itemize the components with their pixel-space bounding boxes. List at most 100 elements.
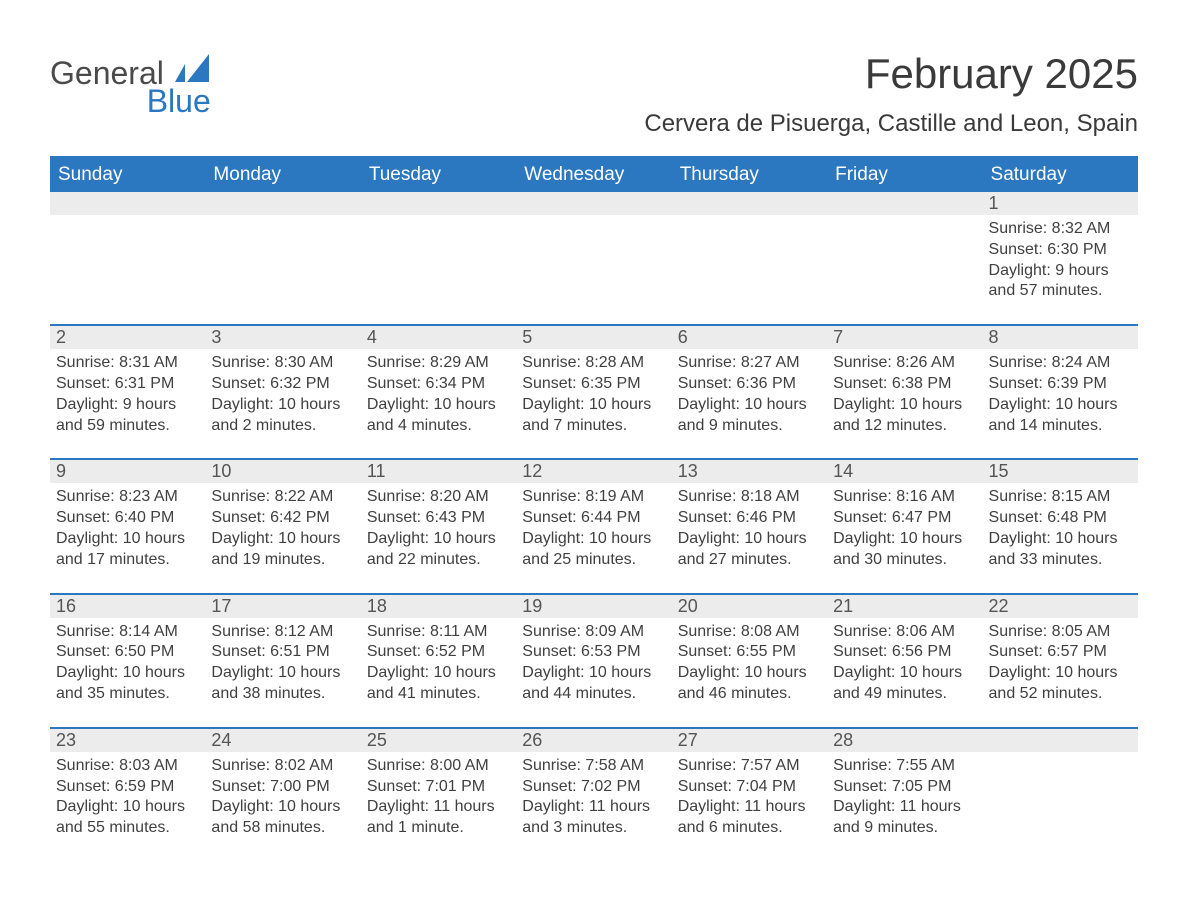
day-line: and 12 minutes.	[833, 416, 976, 437]
day-number	[205, 192, 360, 215]
day-line: Sunrise: 8:30 AM	[211, 353, 354, 374]
day-line: and 52 minutes.	[989, 684, 1132, 705]
day-line: Sunset: 7:00 PM	[211, 777, 354, 798]
day-line: and 19 minutes.	[211, 550, 354, 571]
week-body-row: Sunrise: 8:23 AMSunset: 6:40 PMDaylight:…	[50, 483, 1138, 570]
day-line: and 46 minutes.	[678, 684, 821, 705]
location: Cervera de Pisuerga, Castille and Leon, …	[644, 110, 1138, 138]
day-number: 26	[516, 729, 671, 752]
day-line: and 57 minutes.	[989, 281, 1132, 302]
day-number: 16	[50, 595, 205, 618]
day-line: and 27 minutes.	[678, 550, 821, 571]
day-line: and 55 minutes.	[56, 818, 199, 839]
day-number: 1	[983, 192, 1138, 215]
day-number	[827, 192, 982, 215]
day-cell	[672, 215, 827, 302]
daynum-row: 1	[50, 192, 1138, 215]
day-number: 9	[50, 460, 205, 483]
daynum-row: 16171819202122	[50, 593, 1138, 618]
day-cell: Sunrise: 8:30 AMSunset: 6:32 PMDaylight:…	[205, 349, 360, 436]
day-cell: Sunrise: 8:22 AMSunset: 6:42 PMDaylight:…	[205, 483, 360, 570]
day-line: and 9 minutes.	[833, 818, 976, 839]
day-header: Monday	[205, 158, 360, 192]
page-header: General Blue February 2025 Cervera de Pi…	[50, 50, 1138, 138]
day-line: and 6 minutes.	[678, 818, 821, 839]
day-line: Sunset: 6:30 PM	[989, 240, 1132, 261]
day-line: Sunrise: 8:09 AM	[522, 622, 665, 643]
day-line: Sunset: 6:38 PM	[833, 374, 976, 395]
day-cell: Sunrise: 8:02 AMSunset: 7:00 PMDaylight:…	[205, 752, 360, 839]
day-line: Sunset: 6:35 PM	[522, 374, 665, 395]
day-line: Daylight: 9 hours	[989, 261, 1132, 282]
day-line: Daylight: 10 hours	[367, 663, 510, 684]
day-line: Daylight: 10 hours	[522, 663, 665, 684]
day-line: Sunrise: 8:02 AM	[211, 756, 354, 777]
day-number: 7	[827, 326, 982, 349]
day-line: Sunset: 6:43 PM	[367, 508, 510, 529]
day-line: Sunrise: 8:31 AM	[56, 353, 199, 374]
day-cell: Sunrise: 8:18 AMSunset: 6:46 PMDaylight:…	[672, 483, 827, 570]
day-cell: Sunrise: 8:12 AMSunset: 6:51 PMDaylight:…	[205, 618, 360, 705]
day-cell: Sunrise: 8:03 AMSunset: 6:59 PMDaylight:…	[50, 752, 205, 839]
day-line: and 7 minutes.	[522, 416, 665, 437]
day-cell: Sunrise: 7:57 AMSunset: 7:04 PMDaylight:…	[672, 752, 827, 839]
day-cell: Sunrise: 7:55 AMSunset: 7:05 PMDaylight:…	[827, 752, 982, 839]
day-number: 2	[50, 326, 205, 349]
day-line: and 41 minutes.	[367, 684, 510, 705]
day-cell: Sunrise: 8:32 AMSunset: 6:30 PMDaylight:…	[983, 215, 1138, 302]
day-line: and 4 minutes.	[367, 416, 510, 437]
day-line: Daylight: 10 hours	[833, 395, 976, 416]
day-cell: Sunrise: 8:26 AMSunset: 6:38 PMDaylight:…	[827, 349, 982, 436]
day-line: and 35 minutes.	[56, 684, 199, 705]
day-line: Sunrise: 8:19 AM	[522, 487, 665, 508]
day-number: 5	[516, 326, 671, 349]
day-cell	[516, 215, 671, 302]
day-line: Daylight: 10 hours	[522, 529, 665, 550]
day-line: Sunset: 6:36 PM	[678, 374, 821, 395]
day-line: Sunset: 6:59 PM	[56, 777, 199, 798]
day-number: 4	[361, 326, 516, 349]
title-block: February 2025 Cervera de Pisuerga, Casti…	[644, 50, 1138, 138]
day-line: Sunrise: 8:20 AM	[367, 487, 510, 508]
day-line: Daylight: 9 hours	[56, 395, 199, 416]
day-line: and 58 minutes.	[211, 818, 354, 839]
day-line: Sunrise: 7:55 AM	[833, 756, 976, 777]
logo-text: General Blue	[50, 50, 211, 117]
day-cell: Sunrise: 8:16 AMSunset: 6:47 PMDaylight:…	[827, 483, 982, 570]
daynum-row: 9101112131415	[50, 458, 1138, 483]
day-line: Sunset: 6:42 PM	[211, 508, 354, 529]
day-number: 28	[827, 729, 982, 752]
day-number: 18	[361, 595, 516, 618]
day-cell: Sunrise: 8:14 AMSunset: 6:50 PMDaylight:…	[50, 618, 205, 705]
day-number	[50, 192, 205, 215]
day-line: Daylight: 10 hours	[989, 663, 1132, 684]
daynum-row: 232425262728	[50, 727, 1138, 752]
day-line: Sunset: 6:39 PM	[989, 374, 1132, 395]
day-line: Sunrise: 8:24 AM	[989, 353, 1132, 374]
day-cell	[50, 215, 205, 302]
day-number: 25	[361, 729, 516, 752]
day-line: Sunrise: 8:05 AM	[989, 622, 1132, 643]
day-line: Daylight: 11 hours	[678, 797, 821, 818]
day-cell	[361, 215, 516, 302]
day-cell: Sunrise: 8:24 AMSunset: 6:39 PMDaylight:…	[983, 349, 1138, 436]
day-number: 12	[516, 460, 671, 483]
day-header: Friday	[827, 158, 982, 192]
day-line: Daylight: 11 hours	[522, 797, 665, 818]
day-cell: Sunrise: 7:58 AMSunset: 7:02 PMDaylight:…	[516, 752, 671, 839]
day-line: Daylight: 10 hours	[367, 529, 510, 550]
day-line: and 22 minutes.	[367, 550, 510, 571]
day-line: Daylight: 10 hours	[833, 529, 976, 550]
day-line: Sunrise: 8:06 AM	[833, 622, 976, 643]
day-cell: Sunrise: 8:11 AMSunset: 6:52 PMDaylight:…	[361, 618, 516, 705]
day-cell: Sunrise: 8:08 AMSunset: 6:55 PMDaylight:…	[672, 618, 827, 705]
day-line: Sunrise: 8:27 AM	[678, 353, 821, 374]
day-cell	[205, 215, 360, 302]
day-number: 8	[983, 326, 1138, 349]
day-line: Sunset: 6:31 PM	[56, 374, 199, 395]
day-number: 13	[672, 460, 827, 483]
day-line: and 44 minutes.	[522, 684, 665, 705]
daynum-row: 2345678	[50, 324, 1138, 349]
day-line: Daylight: 10 hours	[56, 663, 199, 684]
day-cell: Sunrise: 8:31 AMSunset: 6:31 PMDaylight:…	[50, 349, 205, 436]
